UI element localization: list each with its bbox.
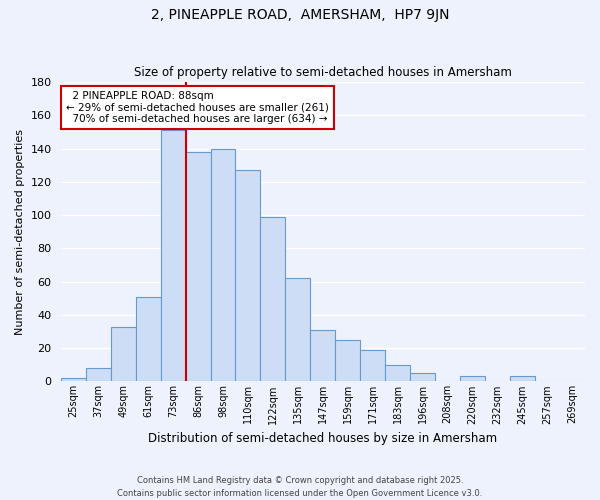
Title: Size of property relative to semi-detached houses in Amersham: Size of property relative to semi-detach… xyxy=(134,66,512,80)
X-axis label: Distribution of semi-detached houses by size in Amersham: Distribution of semi-detached houses by … xyxy=(148,432,497,445)
Bar xyxy=(361,350,385,382)
Bar xyxy=(110,326,136,382)
Text: Contains HM Land Registry data © Crown copyright and database right 2025.
Contai: Contains HM Land Registry data © Crown c… xyxy=(118,476,482,498)
Bar xyxy=(136,296,161,382)
Bar xyxy=(260,217,286,382)
Bar xyxy=(235,170,260,382)
Bar xyxy=(211,148,235,382)
Bar xyxy=(460,376,485,382)
Bar xyxy=(410,373,435,382)
Bar xyxy=(385,365,410,382)
Y-axis label: Number of semi-detached properties: Number of semi-detached properties xyxy=(15,128,25,334)
Bar xyxy=(161,130,185,382)
Bar xyxy=(286,278,310,382)
Bar xyxy=(86,368,110,382)
Bar xyxy=(335,340,361,382)
Bar xyxy=(510,376,535,382)
Text: 2 PINEAPPLE ROAD: 88sqm
← 29% of semi-detached houses are smaller (261)
  70% of: 2 PINEAPPLE ROAD: 88sqm ← 29% of semi-de… xyxy=(66,91,329,124)
Bar xyxy=(310,330,335,382)
Bar xyxy=(61,378,86,382)
Bar xyxy=(185,152,211,382)
Text: 2, PINEAPPLE ROAD,  AMERSHAM,  HP7 9JN: 2, PINEAPPLE ROAD, AMERSHAM, HP7 9JN xyxy=(151,8,449,22)
